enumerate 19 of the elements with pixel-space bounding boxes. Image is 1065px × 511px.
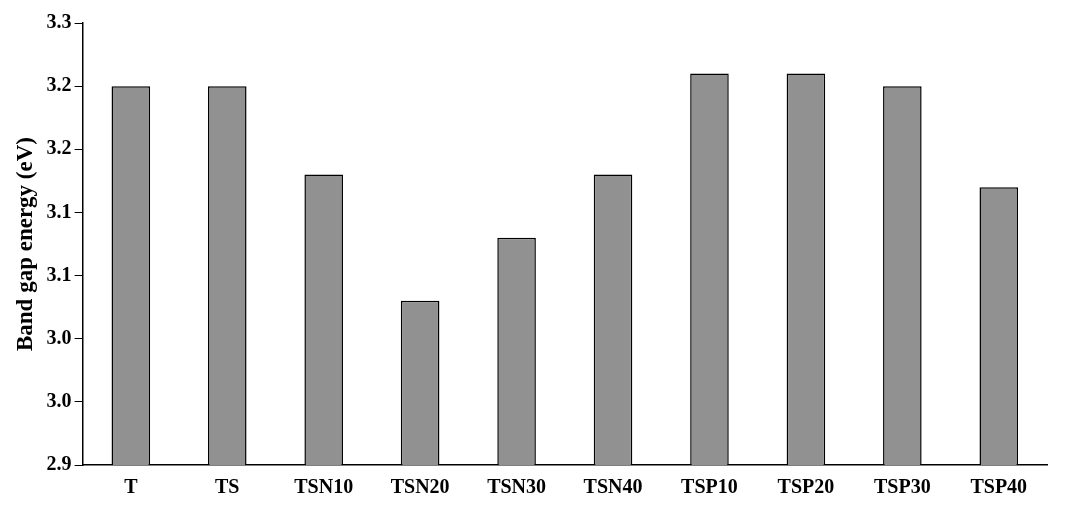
y-tick-label: 3.0 (46, 389, 72, 412)
y-tick-label: 3.3 (46, 10, 72, 33)
x-tick-label: TSP30 (874, 475, 931, 498)
x-tick-label: TSP40 (970, 475, 1028, 498)
y-tick-label: 3.0 (46, 325, 72, 348)
x-tick-label: TSN40 (583, 475, 643, 498)
x-tick-label: TS (215, 475, 240, 498)
x-tick-label: TSP20 (777, 475, 835, 498)
x-tick-label: TSN20 (390, 475, 450, 498)
y-tick-label: 3.2 (46, 136, 72, 159)
x-tick-label: TSP10 (681, 475, 738, 498)
y-axis-title: Band gap energy (eV) (11, 136, 37, 352)
x-tick-label: TSN10 (294, 475, 354, 498)
y-tick-label: 3.1 (46, 262, 72, 285)
y-tick-label: 3.2 (46, 73, 72, 96)
x-tick-label: TSN30 (487, 475, 547, 498)
x-tick-label: T (124, 475, 139, 498)
y-tick-label: 2.9 (46, 452, 72, 475)
y-tick-label: 3.1 (46, 199, 72, 222)
